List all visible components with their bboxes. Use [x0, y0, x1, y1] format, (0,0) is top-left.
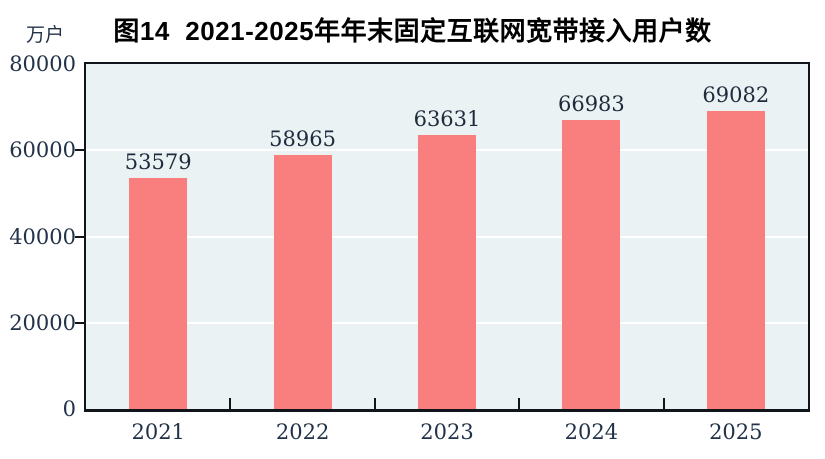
x-tick-label-2021: 2021	[131, 420, 185, 444]
bar-2022	[273, 154, 332, 409]
y-axis-tick	[75, 149, 84, 152]
bar-2023	[418, 134, 476, 409]
x-axis-boundary-tick	[662, 398, 665, 409]
x-axis-boundary-tick	[373, 398, 376, 409]
bar-2021	[129, 177, 188, 409]
y-tick-label-0: 0	[62, 397, 76, 421]
x-tick-label-2025: 2025	[709, 420, 763, 444]
data-label-2022: 58965	[269, 126, 336, 151]
data-label-2024: 66983	[557, 92, 625, 117]
y-tick-label-80000: 80000	[9, 52, 76, 76]
x-tick-label-2024: 2024	[564, 420, 619, 444]
y-axis-unit-label: 万户	[26, 24, 65, 46]
data-label-2023: 63631	[413, 106, 481, 131]
bar-2025	[706, 111, 765, 409]
plot-area	[84, 62, 810, 412]
chart-title: 图14 2021-2025年年末固定互联网宽带接入用户数	[113, 16, 712, 46]
y-axis-tick	[75, 321, 84, 324]
x-axis-boundary-tick	[229, 398, 232, 409]
x-tick-label-2022: 2022	[275, 420, 330, 444]
x-tick-label-2023: 2023	[420, 420, 474, 444]
y-tick-label-60000: 60000	[9, 138, 76, 163]
y-axis-tick	[75, 235, 84, 238]
y-tick-label-20000: 20000	[9, 310, 76, 335]
data-label-2025: 69082	[702, 83, 770, 108]
data-label-2021: 53579	[124, 149, 192, 174]
x-axis-boundary-tick	[518, 398, 521, 409]
y-tick-label-40000: 40000	[9, 224, 76, 249]
bar-2024	[562, 120, 621, 409]
